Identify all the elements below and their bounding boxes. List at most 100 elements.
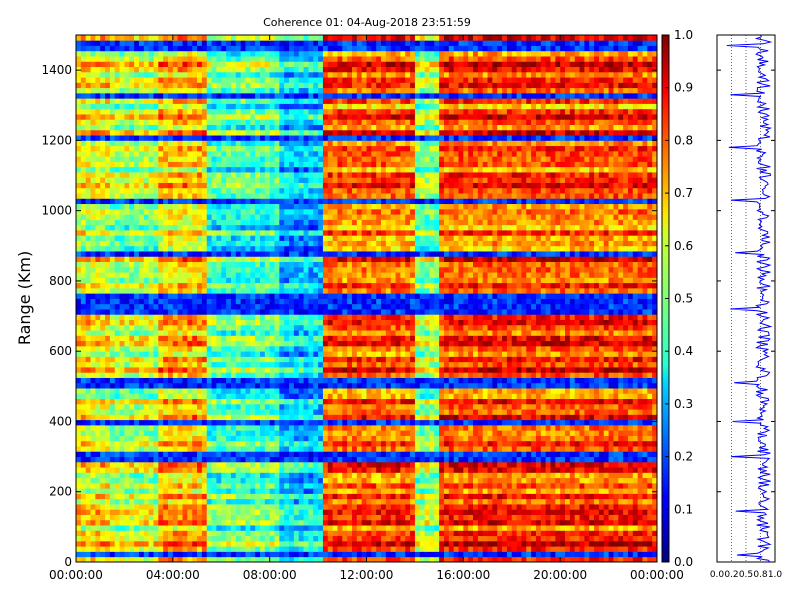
heatmap-cell bbox=[245, 435, 251, 442]
heatmap-cell bbox=[250, 509, 256, 515]
heatmap-cell bbox=[356, 477, 363, 484]
heatmap-cell bbox=[177, 440, 183, 447]
heatmap-cell bbox=[284, 482, 290, 489]
heatmap-cell bbox=[351, 446, 358, 452]
heatmap-cell bbox=[124, 440, 130, 447]
heatmap-cell bbox=[405, 372, 411, 378]
heatmap-cell bbox=[337, 461, 343, 468]
heatmap-cell bbox=[623, 440, 629, 447]
heatmap-cell bbox=[376, 540, 382, 547]
heatmap-cell bbox=[172, 519, 179, 526]
heatmap-cell bbox=[565, 551, 571, 558]
heatmap-cell bbox=[138, 519, 145, 526]
heatmap-cell bbox=[177, 403, 183, 410]
heatmap-cell bbox=[361, 461, 367, 468]
heatmap-cell bbox=[584, 556, 590, 563]
heatmap-cell bbox=[521, 393, 527, 400]
heatmap-cell bbox=[424, 493, 430, 500]
heatmap-cell bbox=[477, 472, 484, 479]
heatmap-cell bbox=[468, 477, 474, 484]
heatmap-cell bbox=[448, 509, 455, 515]
heatmap-cell bbox=[114, 461, 120, 468]
heatmap-cell bbox=[85, 467, 91, 473]
heatmap-cell bbox=[206, 388, 212, 394]
heatmap-cell bbox=[114, 467, 120, 473]
heatmap-cell bbox=[400, 451, 406, 457]
heatmap-cell bbox=[584, 467, 590, 473]
heatmap-cell bbox=[134, 509, 140, 515]
heatmap-cell bbox=[259, 461, 266, 468]
heatmap-cell bbox=[197, 414, 203, 421]
heatmap-cell bbox=[381, 467, 387, 473]
heatmap-cell bbox=[390, 498, 396, 505]
heatmap-cell bbox=[337, 446, 343, 452]
heatmap-cell bbox=[124, 519, 130, 526]
heatmap-cell bbox=[482, 430, 488, 436]
heatmap-cell bbox=[448, 467, 455, 473]
heatmap-cell bbox=[124, 398, 130, 405]
heatmap-cell bbox=[477, 345, 484, 352]
heatmap-cell bbox=[163, 424, 169, 431]
heatmap-cell bbox=[177, 377, 183, 384]
heatmap-cell bbox=[318, 340, 324, 347]
heatmap-cell bbox=[303, 467, 309, 473]
heatmap-cell bbox=[473, 446, 479, 452]
heatmap-cell bbox=[410, 546, 416, 552]
heatmap-cell bbox=[579, 377, 585, 384]
heatmap-cell bbox=[90, 456, 96, 463]
heatmap-cell bbox=[221, 377, 227, 384]
heatmap-cell bbox=[627, 414, 634, 421]
heatmap-cell bbox=[245, 493, 251, 500]
heatmap-cell bbox=[226, 393, 232, 400]
heatmap-cell bbox=[613, 525, 619, 531]
heatmap-cell bbox=[497, 525, 503, 531]
heatmap-cell bbox=[313, 467, 319, 473]
heatmap-cell bbox=[371, 535, 377, 542]
heatmap-cell bbox=[289, 498, 295, 505]
heatmap-cell bbox=[623, 435, 629, 442]
heatmap-cell bbox=[579, 551, 585, 558]
heatmap-cell bbox=[129, 403, 135, 410]
heatmap-cell bbox=[390, 345, 396, 352]
heatmap-cell bbox=[574, 351, 580, 357]
heatmap-cell bbox=[492, 472, 498, 479]
heatmap-cell bbox=[201, 345, 208, 352]
heatmap-cell bbox=[192, 372, 198, 378]
heatmap-cell bbox=[80, 504, 87, 510]
heatmap-cell bbox=[119, 530, 125, 537]
heatmap-cell bbox=[100, 440, 106, 447]
heatmap-cell bbox=[158, 461, 164, 468]
heatmap-cell bbox=[284, 377, 290, 384]
heatmap-cell bbox=[230, 504, 237, 510]
heatmap-cell bbox=[153, 461, 159, 468]
heatmap-cell bbox=[163, 461, 169, 468]
heatmap-cell bbox=[274, 393, 280, 400]
heatmap-cell bbox=[313, 419, 319, 426]
heatmap-cell bbox=[153, 456, 159, 463]
heatmap-cell bbox=[540, 488, 547, 494]
heatmap-cell bbox=[400, 345, 406, 352]
heatmap-cell bbox=[177, 424, 183, 431]
heatmap-cell bbox=[114, 493, 120, 500]
heatmap-cell bbox=[100, 546, 106, 552]
heatmap-cell bbox=[579, 440, 585, 447]
heatmap-cell bbox=[211, 535, 217, 542]
heatmap-cell bbox=[182, 535, 188, 542]
heatmap-cell bbox=[366, 525, 372, 531]
heatmap-cell bbox=[381, 351, 387, 357]
heatmap-cell bbox=[153, 519, 159, 526]
heatmap-cell bbox=[429, 424, 435, 431]
heatmap-cell bbox=[482, 482, 488, 489]
heatmap-cell bbox=[187, 382, 193, 389]
heatmap-cell bbox=[192, 546, 198, 552]
heatmap-cell bbox=[526, 472, 532, 479]
heatmap-cell bbox=[555, 519, 561, 526]
heatmap-cell bbox=[187, 361, 193, 368]
heatmap-cell bbox=[293, 367, 300, 373]
heatmap-cell bbox=[197, 419, 203, 426]
heatmap-cell bbox=[167, 514, 174, 521]
heatmap-cell bbox=[405, 546, 411, 552]
heatmap-cell bbox=[613, 467, 619, 473]
heatmap-cell bbox=[264, 519, 271, 526]
heatmap-cell bbox=[351, 530, 358, 537]
